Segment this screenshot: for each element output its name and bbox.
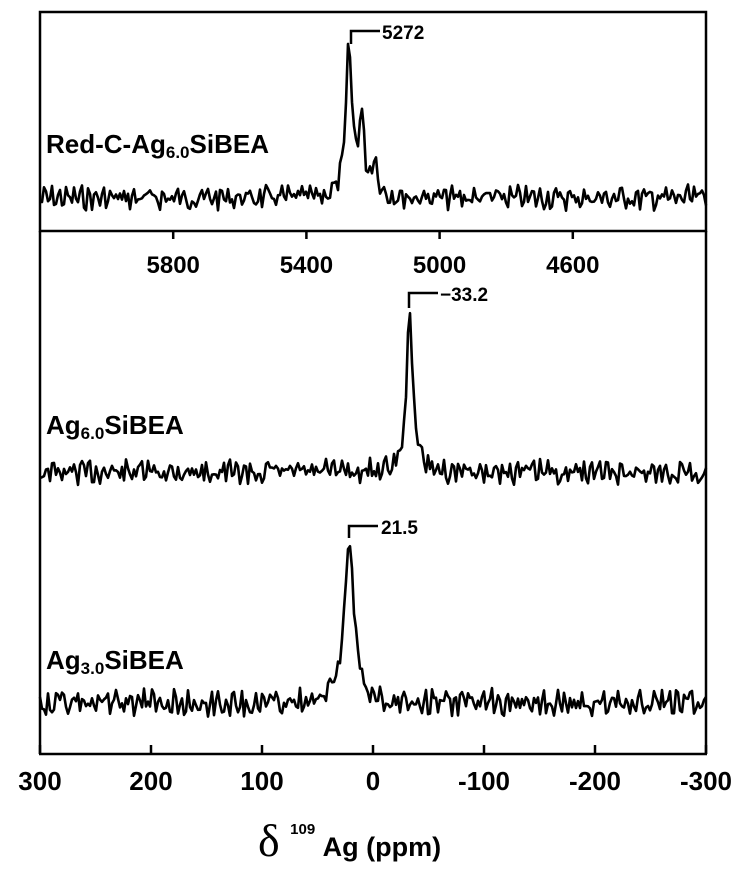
peak-label-mid: −33.2 xyxy=(440,285,488,306)
peak-label-top: 5272 xyxy=(382,23,424,44)
bottom-axis-tick-label: 0 xyxy=(366,766,380,796)
bottom-axis-tick-label: 200 xyxy=(129,766,172,796)
sample-label-red-c-ag6-sibea: Red-C-Ag6.0SiBEA xyxy=(46,129,269,162)
top-axis-tick-label: 5800 xyxy=(147,252,200,279)
peak-marker-bot xyxy=(347,524,378,538)
top-axis-tick-label: 4600 xyxy=(546,252,599,279)
spectrum-ag6-sibea xyxy=(39,311,708,487)
top-panel-frame xyxy=(38,10,708,233)
bottom-axis-tick-label: 300 xyxy=(18,766,61,796)
x-axis-title: δ 109 Ag (ppm) xyxy=(258,815,441,866)
bottom-axis-tick-label: 100 xyxy=(240,766,283,796)
peak-label-bot: 21.5 xyxy=(381,518,418,539)
bottom-axis-tick-label: -200 xyxy=(569,766,621,796)
top-axis-tick-label: 5000 xyxy=(413,252,466,279)
spectrum-red-c-ag6-sibea xyxy=(39,42,708,212)
peak-marker-mid xyxy=(407,291,438,308)
spectrum-ag3-sibea xyxy=(38,545,708,718)
top-axis-tick-label: 5400 xyxy=(280,252,333,279)
peak-marker-top xyxy=(349,29,380,44)
sample-label-ag6-sibea: Ag6.0SiBEA xyxy=(46,410,184,443)
sample-label-ag3-sibea: Ag3.0SiBEA xyxy=(46,645,184,678)
bottom-axis-tick-label: -100 xyxy=(458,766,510,796)
bottom-axis-tick-label: -300 xyxy=(680,766,732,796)
